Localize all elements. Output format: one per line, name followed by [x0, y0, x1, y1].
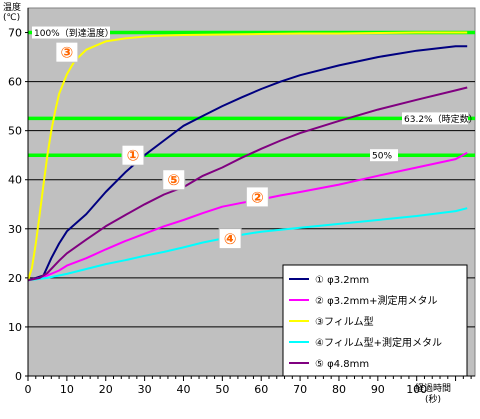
- reference-label-box-1: [402, 112, 468, 125]
- reference-label-box-0: [32, 26, 110, 39]
- marker-label-2: ⑤: [167, 171, 180, 189]
- marker-box-4: [218, 228, 242, 250]
- series-lines: [27, 31, 468, 282]
- y-tick-label-2: 20: [8, 272, 22, 285]
- x-tick-label-4: 40: [176, 383, 190, 396]
- y-tick-label-1: 10: [8, 321, 22, 334]
- series-line-2: [27, 151, 468, 282]
- marker-box-3: [245, 186, 269, 208]
- y-tick-label-4: 40: [8, 174, 22, 187]
- series-line-5: [27, 86, 468, 282]
- legend-label-5: ⑤ φ4.8mm: [315, 359, 369, 370]
- x-tick-label-3: 30: [138, 383, 152, 396]
- reference-label-1: 63.2%（時定数）: [404, 113, 478, 125]
- marker-box-2: [162, 169, 186, 191]
- legend: ① φ3.2mm ② φ3.2mm+測定用メタル ③フィルム型 ④フィルム型+測定用メ…: [282, 264, 468, 377]
- reference-label-2: 50%: [372, 152, 392, 162]
- marker-label-4: ④: [224, 230, 237, 248]
- x-tick-label-8: 80: [332, 383, 346, 396]
- legend-label-2: ② φ3.2mm+測定用メタル: [315, 294, 438, 307]
- legend-label-4: ④フィルム型+測定用メタル: [315, 336, 442, 349]
- y-axis-title: 温度(℃): [3, 1, 21, 23]
- marker-label-0: ③: [61, 44, 74, 62]
- legend-label-1: ① φ3.2mm: [315, 275, 369, 286]
- marker-box-1: [121, 144, 145, 166]
- y-tick-label-5: 50: [8, 125, 22, 138]
- x-axis-title: 経過時間(秒): [415, 382, 451, 405]
- x-tick-label-1: 10: [60, 383, 74, 396]
- legend-label-3: ③フィルム型: [315, 315, 374, 328]
- reference-label-box-2: [370, 149, 398, 162]
- series-markers: ③ ① ⑤ ② ④: [55, 41, 269, 250]
- marker-label-3: ②: [251, 188, 264, 206]
- x-tick-label-0: 0: [25, 383, 32, 396]
- series-line-3: [27, 31, 468, 281]
- reference-label-0: 100%（到達温度）: [34, 27, 114, 39]
- series-line-4: [27, 207, 468, 282]
- legend-box: [282, 264, 468, 377]
- y-tick-label-3: 30: [8, 223, 22, 236]
- x-tick-label-9: 90: [371, 383, 385, 396]
- x-tick-label-7: 70: [293, 383, 307, 396]
- y-tick-label-7: 70: [8, 27, 22, 40]
- marker-label-1: ①: [127, 147, 140, 165]
- x-tick-label-5: 50: [215, 383, 229, 396]
- reference-lines: 100%（到達温度） 63.2%（時定数） 50%: [28, 26, 478, 162]
- x-tick-label-2: 20: [99, 383, 113, 396]
- series-line-1: [27, 45, 468, 282]
- x-tick-label-6: 60: [254, 383, 268, 396]
- x-tick-label-10: 100: [406, 383, 427, 396]
- y-tick-label-6: 60: [8, 76, 22, 89]
- marker-box-0: [55, 41, 79, 63]
- y-tick-label-0: 0: [15, 370, 22, 383]
- axes: 0 10 20 30 40 50 60 70 0 10 20 30 40 50 60 70 80 90 100 温度(…: [3, 1, 475, 405]
